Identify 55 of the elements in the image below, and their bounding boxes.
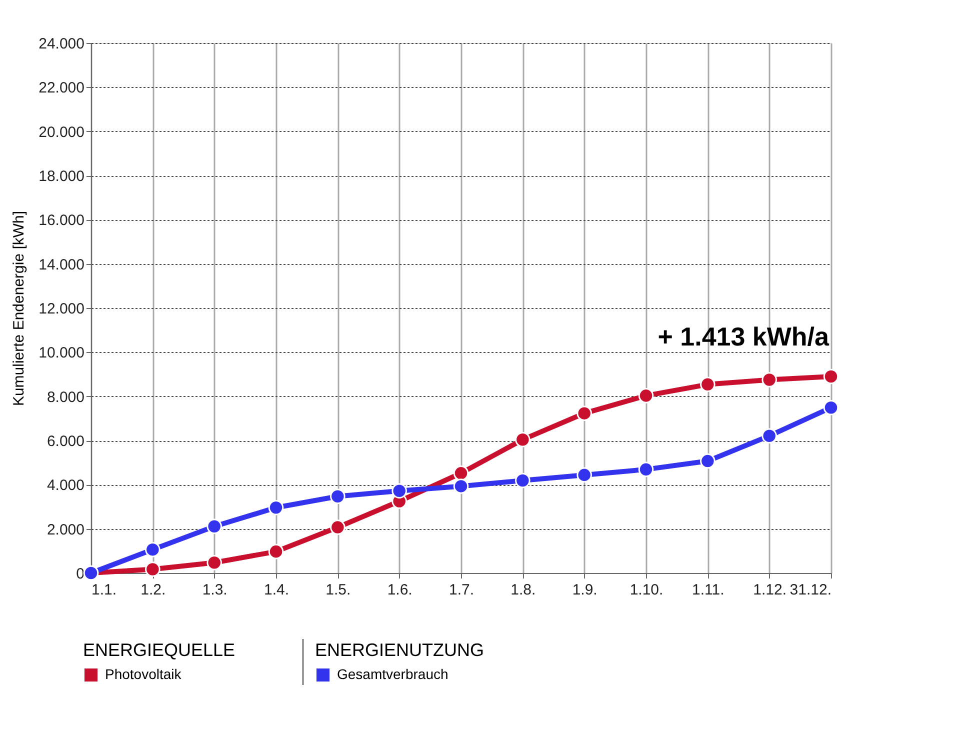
y-tick-label: 6.000 — [46, 433, 84, 450]
x-tick-label: 1.12. — [753, 582, 787, 598]
point — [700, 376, 716, 392]
point — [330, 520, 346, 535]
y-tick-label: 16.000 — [38, 212, 84, 230]
point — [206, 518, 222, 534]
point — [638, 462, 654, 478]
point — [392, 483, 407, 498]
y-tick-label: 18.000 — [38, 168, 84, 185]
point — [762, 372, 777, 388]
legend-label: Gesamtverbrauch — [337, 666, 448, 682]
y-tick-label: 0 — [76, 566, 84, 582]
x-tick-label: 1.3. — [202, 582, 228, 598]
x-tick-label: 1.5. — [326, 582, 351, 598]
point — [268, 544, 284, 560]
y-tick-label: 12.000 — [38, 300, 84, 318]
x-tick-label: 1.2. — [140, 582, 166, 598]
y-axis-title: Kumulierte Endenergie [kWh] — [10, 210, 28, 406]
point — [453, 478, 469, 494]
text: ENERGIEQUELLE — [83, 640, 236, 660]
x-tick-label: 1.7. — [448, 582, 474, 598]
y-tick-label: 24.000 — [38, 36, 84, 52]
y-tick-label: 22.000 — [38, 80, 84, 97]
x-tick-label: 1.11. — [692, 582, 724, 598]
point — [206, 554, 222, 570]
text: ENERGIENUTZUNG — [315, 640, 484, 660]
point — [145, 542, 160, 558]
annotation: + 1.413 kWh/a — [658, 321, 830, 352]
x-tick-label: 1.1. — [92, 582, 117, 598]
point — [700, 453, 716, 469]
point — [762, 428, 777, 444]
legend-label: Photovoltaik — [105, 666, 182, 682]
y-tick-label: 20.000 — [38, 124, 84, 141]
point — [576, 406, 592, 421]
x-tick-label: 1.6. — [387, 582, 412, 598]
point — [638, 388, 654, 404]
point — [145, 562, 160, 577]
point — [453, 466, 469, 481]
point — [330, 488, 346, 504]
y-tick-label: 14.000 — [38, 256, 84, 274]
x-tick-label: 1.10. — [630, 582, 664, 598]
point — [823, 368, 839, 384]
y-tick-label: 8.000 — [46, 388, 84, 406]
point — [515, 472, 530, 488]
x-tick-label: 1.8. — [510, 582, 536, 598]
x-tick-label: 1.4. — [264, 582, 290, 598]
x-tick-label: 1.9. — [572, 582, 598, 598]
y-tick-label: 2.000 — [46, 521, 84, 538]
point — [515, 432, 530, 448]
x-tick-label: 31.12. — [790, 582, 832, 598]
y-tick-label: 4.000 — [46, 477, 84, 494]
point — [268, 500, 284, 516]
point — [823, 400, 839, 416]
y-tick-label: 10.000 — [38, 344, 84, 362]
point — [576, 467, 592, 483]
